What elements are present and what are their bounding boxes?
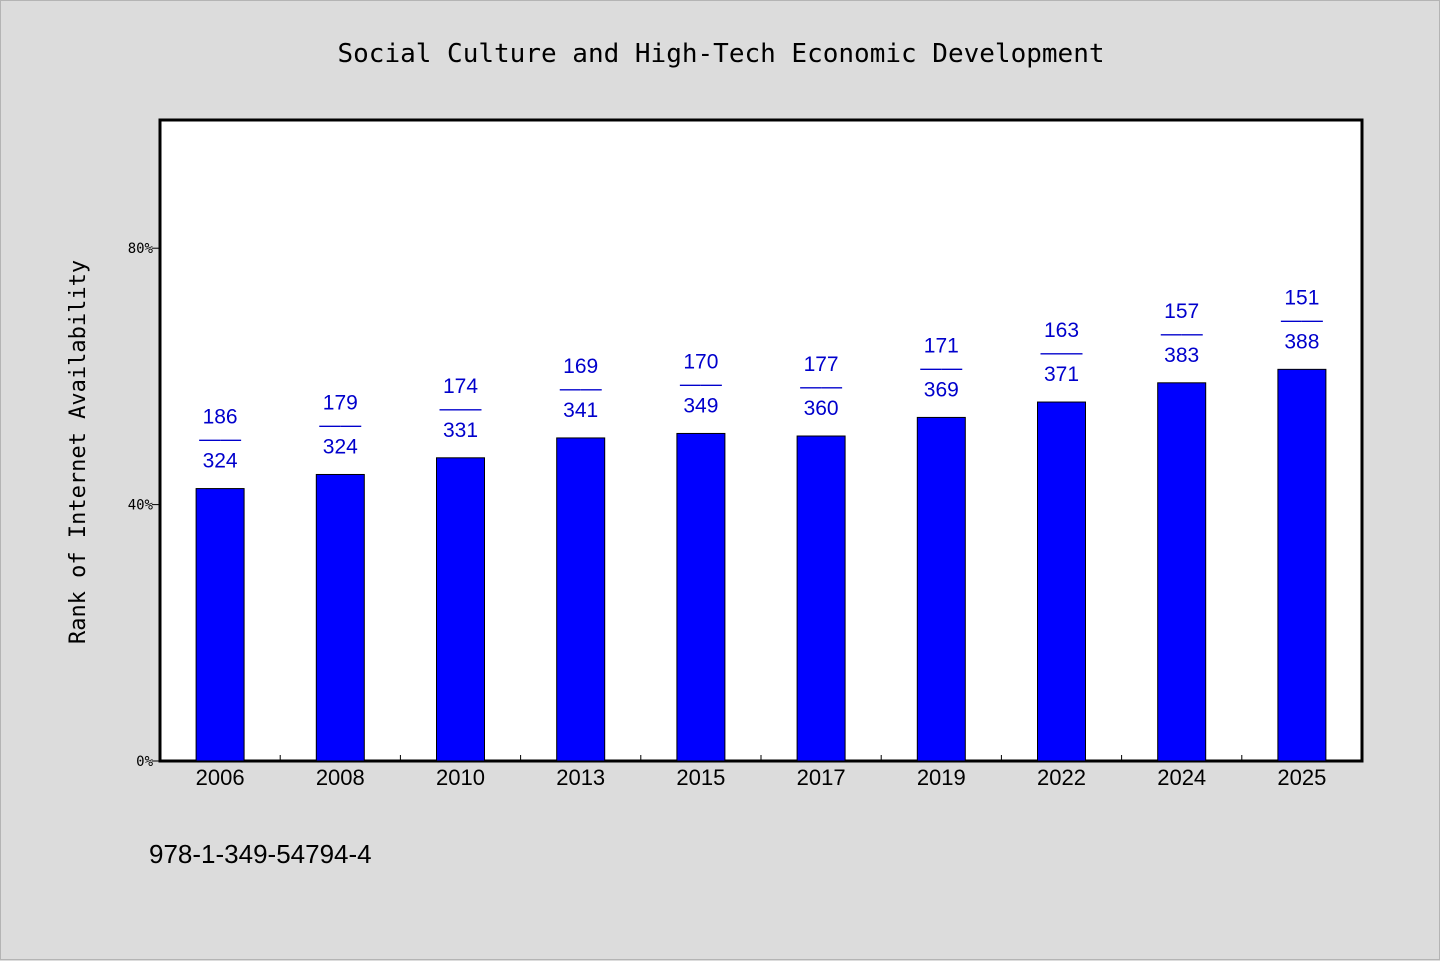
data-label-bottom: 383	[1164, 344, 1199, 367]
bar	[436, 457, 485, 762]
bar	[1037, 401, 1086, 762]
bar-series	[195, 368, 1327, 762]
y-tick-label: 80%	[128, 241, 154, 257]
x-axis: 2006 2008 2010 2013 2015 2017 2019 2022 2024 2025	[196, 755, 1326, 790]
data-label-bottom: 324	[203, 450, 238, 473]
data-label-top: 163	[1044, 319, 1079, 342]
data-label-separator: ——	[1281, 308, 1323, 331]
x-tick-label: 2015	[676, 765, 725, 790]
footer-code: 978-1-349-54794-4	[149, 839, 372, 869]
x-tick-label: 2008	[316, 765, 365, 790]
data-label-separator: ——	[1161, 322, 1203, 345]
x-tick-label: 2024	[1157, 765, 1206, 790]
bar	[676, 432, 726, 762]
bar	[796, 435, 846, 762]
y-axis-label: Rank of Internet Availability	[66, 260, 91, 644]
bar	[556, 437, 606, 762]
bar	[916, 416, 966, 762]
data-label-top: 174	[443, 375, 478, 398]
x-tick-label: 2019	[917, 765, 966, 790]
y-tick-label: 0%	[136, 754, 153, 770]
data-label-separator: ——	[440, 397, 482, 420]
data-label-bottom: 341	[563, 399, 598, 422]
data-label-bottom: 331	[443, 419, 478, 442]
bar	[1157, 382, 1207, 762]
x-tick-label: 2010	[436, 765, 485, 790]
data-label-top: 179	[323, 391, 358, 414]
chart-title: Social Culture and High-Tech Economic De…	[337, 39, 1104, 69]
data-label-separator: ——	[319, 413, 361, 436]
data-label-bottom: 388	[1284, 330, 1319, 353]
bar	[1277, 368, 1327, 762]
data-label-top: 171	[924, 334, 959, 357]
y-tick-label: 40%	[128, 498, 154, 514]
data-label-separator: ——	[199, 428, 241, 451]
data-label-top: 170	[683, 350, 718, 373]
data-label-separator: ——	[920, 356, 962, 379]
data-label-top: 157	[1164, 300, 1199, 323]
data-label-bottom: 360	[804, 397, 839, 420]
x-tick-label: 2006	[196, 765, 245, 790]
data-label-top: 169	[563, 355, 598, 378]
x-tick-label: 2022	[1037, 765, 1086, 790]
data-label-separator: ——	[1041, 341, 1083, 364]
data-label-separator: ——	[560, 377, 602, 400]
data-label-bottom: 349	[683, 394, 718, 417]
data-label-bottom: 324	[323, 435, 358, 458]
x-tick-label: 2013	[556, 765, 605, 790]
data-label-separator: ——	[800, 375, 842, 398]
x-tick-label: 2025	[1277, 765, 1326, 790]
bar	[315, 473, 365, 762]
data-label-top: 186	[203, 406, 238, 429]
data-label-bottom: 371	[1044, 363, 1079, 386]
data-labels: 324——186324——179331——174341——169349——170…	[199, 286, 1323, 472]
data-label-top: 151	[1284, 286, 1319, 309]
data-label-bottom: 369	[924, 378, 959, 401]
x-tick-label: 2017	[797, 765, 846, 790]
data-label-top: 177	[804, 353, 839, 376]
y-axis: 0% 40% 80%	[128, 241, 160, 770]
data-label-separator: ——	[680, 372, 722, 395]
bar	[195, 488, 245, 762]
